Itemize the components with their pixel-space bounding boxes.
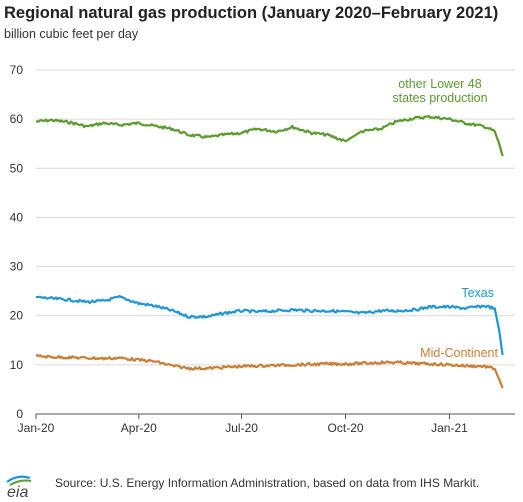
- line-chart: 0 10 20 30 40 50 60 70 Jan-20 Apr-20 Jul-20 Oct-20…: [10, 63, 515, 435]
- series-label-3: Mid-Continent: [420, 346, 498, 360]
- gridlines: [36, 69, 515, 366]
- x-axis: Jan-20 Apr-20 Jul-20 Oct-20 Jan-21: [18, 413, 515, 435]
- source-note: Source: U.S. Energy Information Administ…: [55, 476, 480, 490]
- x-tick-label: Jan-20: [18, 421, 55, 435]
- x-tick-label: Jan-21: [431, 421, 468, 435]
- x-tick-label: Jul-20: [225, 421, 258, 435]
- y-tick-label: 20: [10, 309, 24, 323]
- y-tick-label: 70: [10, 63, 24, 77]
- series-label-2: Texas: [461, 286, 494, 300]
- series-line-1: [35, 114, 504, 157]
- eia-logo-icon: eia: [6, 475, 32, 500]
- y-tick-label: 60: [10, 112, 24, 126]
- series-line-2: [35, 294, 504, 356]
- series-lines: [35, 114, 504, 389]
- footer: eia Source: U.S. Energy Information Admi…: [0, 468, 523, 502]
- series-label-1: other Lower 48: [398, 77, 481, 91]
- y-axis-unit-label: billion cubic feet per day: [4, 27, 139, 41]
- y-tick-label: 40: [10, 210, 24, 224]
- x-tick-label: Oct-20: [328, 421, 364, 435]
- y-axis-ticks: 0 10 20 30 40 50 60 70: [10, 63, 24, 421]
- eia-logo-text: eia: [7, 484, 28, 500]
- y-tick-label: 10: [10, 358, 24, 372]
- y-tick-label: 50: [10, 161, 24, 175]
- chart-title: Regional natural gas production (January…: [4, 4, 499, 22]
- y-tick-label: 30: [10, 260, 24, 274]
- series-line-3: [35, 353, 504, 389]
- y-tick-label: 0: [16, 407, 23, 421]
- x-tick-label: Apr-20: [121, 421, 157, 435]
- series-label-1: states production: [392, 91, 487, 105]
